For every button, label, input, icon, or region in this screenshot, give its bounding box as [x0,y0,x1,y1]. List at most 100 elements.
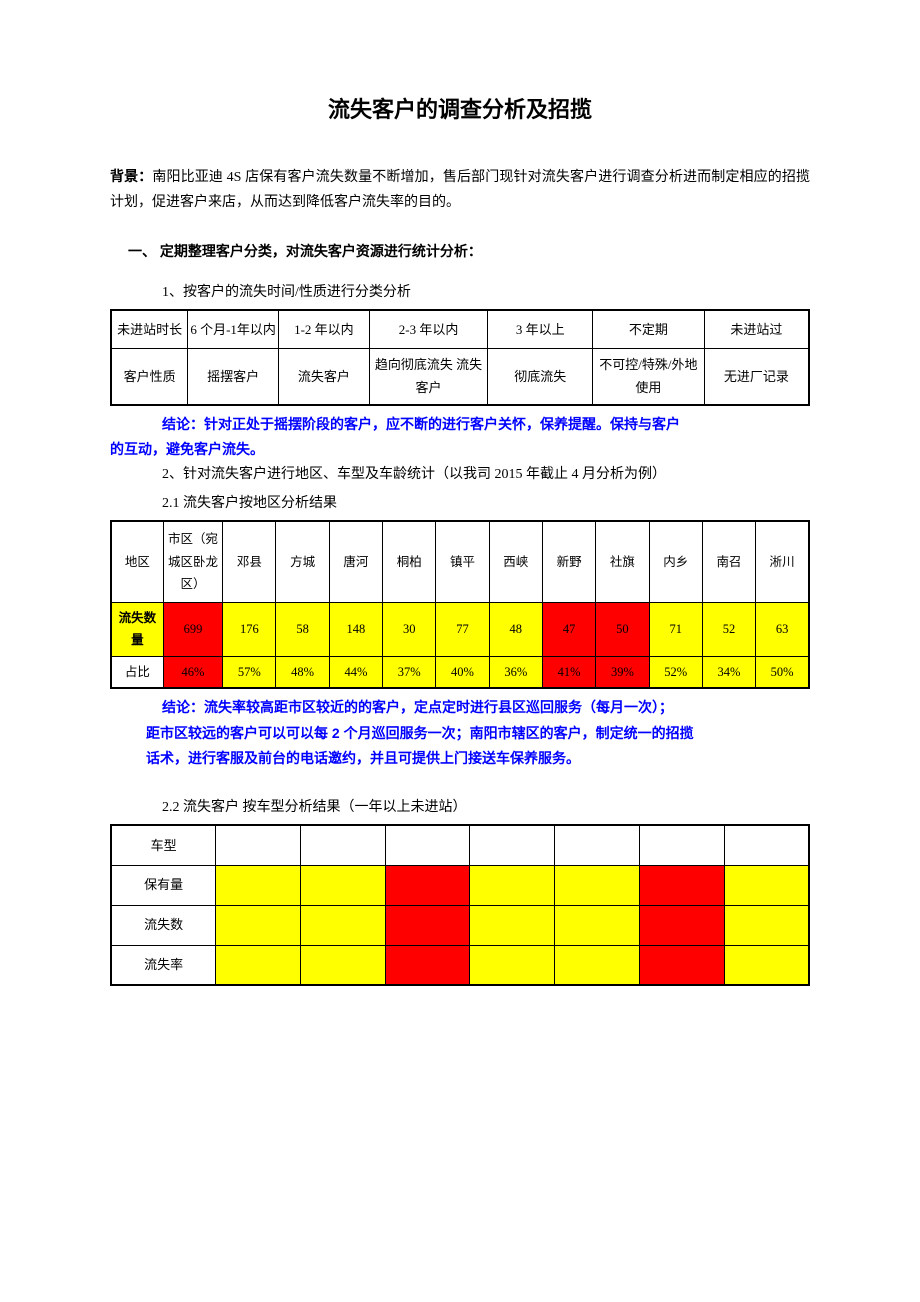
table-row: 流失率 [111,945,809,985]
cell: 方城 [276,521,329,602]
cell: 71 [649,602,702,656]
cell: 流失客户 [279,348,370,404]
cell: 36% [489,656,542,688]
cell: 52 [702,602,755,656]
cell: 客户性质 [111,348,188,404]
table-row: 车型 [111,825,809,865]
cell: 52% [649,656,702,688]
cell: 48% [276,656,329,688]
cell: 63 [756,602,809,656]
table-row: 客户性质 摇摆客户 流失客户 趋向彻底流失 流失客户 彻底流失 不可控/特殊/外… [111,348,809,404]
cell: 不可控/特殊/外地使用 [593,348,705,404]
cell: 流失数 [111,905,216,945]
cell [216,825,301,865]
cell: 地区 [111,521,163,602]
cell [555,945,640,985]
cell [385,945,470,985]
cell [300,865,385,905]
cell: 淅川 [756,521,809,602]
cell [216,945,301,985]
cell: 流失数量 [111,602,163,656]
cell: 46% [163,656,222,688]
cell: 176 [223,602,276,656]
cell [300,825,385,865]
cell [470,945,555,985]
cell [724,825,809,865]
table-row: 占比 46%57%48%44%37%40%36%41%39%52%34%50% [111,656,809,688]
cell: 彻底流失 [488,348,593,404]
conclusion-1-line-a: 结论：针对正处于摇摆阶段的客户，应不断的进行客户关怀，保养提醒。保持与客户 [162,412,810,437]
table-row: 未进站时长 6 个月-1年以内 1-2 年以内 2-3 年以内 3 年以上 不定… [111,310,809,348]
cell: 30 [383,602,436,656]
cell: 39% [596,656,649,688]
cell: 镇平 [436,521,489,602]
cell [724,865,809,905]
cell: 58 [276,602,329,656]
cell [724,945,809,985]
cell [300,945,385,985]
conclusion-1-line-b: 的互动，避免客户流失。 [110,437,810,462]
cell: 1-2 年以内 [279,310,370,348]
subsection-1-2-2: 2.2 流失客户 按车型分析结果（一年以上未进站） [162,795,810,820]
cell [724,905,809,945]
subsection-1-1: 1、按客户的流失时间/性质进行分类分析 [162,280,810,305]
background-text: 南阳比亚迪 4S 店保有客户流失数量不断增加，售后部门现针对流失客户进行调查分析… [110,170,810,210]
cell [639,825,724,865]
cell: 摇摆客户 [188,348,279,404]
table-row: 保有量 [111,865,809,905]
cell: 699 [163,602,222,656]
subsection-1-2: 2、针对流失客户进行地区、车型及车龄统计（以我司 2015 年截止 4 月分析为… [162,462,810,487]
cell: 50 [596,602,649,656]
cell: 6 个月-1年以内 [188,310,279,348]
conclusion-2-line-a: 结论：流失率较高距市区较近的的客户，定点定时进行县区巡回服务（每月一次）； [162,695,810,720]
cell: 47 [542,602,595,656]
cell: 148 [329,602,382,656]
cell [555,905,640,945]
table-row: 地区 市区（宛城区卧龙区） 邓县 方城 唐河 桐柏 镇平 西峡 新野 社旗 内乡… [111,521,809,602]
cell [385,865,470,905]
cell: 唐河 [329,521,382,602]
cell [216,865,301,905]
cell: 趋向彻底流失 流失客户 [369,348,488,404]
cell: 社旗 [596,521,649,602]
cell: 37% [383,656,436,688]
cell: 41% [542,656,595,688]
table-row: 流失数量 699176581483077484750715263 [111,602,809,656]
cell: 50% [756,656,809,688]
cell [385,825,470,865]
cell: 不定期 [593,310,705,348]
cell: 新野 [542,521,595,602]
cell [470,905,555,945]
subsection-1-2-1: 2.1 流失客户按地区分析结果 [162,491,810,516]
cell: 未进站过 [704,310,809,348]
cell: 桐柏 [383,521,436,602]
cell [300,905,385,945]
section-1-heading: 一、 定期整理客户分类，对流失客户资源进行统计分析： [128,239,810,264]
cell: 57% [223,656,276,688]
background-label: 背景： [110,168,152,184]
cell: 邓县 [223,521,276,602]
cell [639,905,724,945]
cell: 3 年以上 [488,310,593,348]
cell: 保有量 [111,865,216,905]
cell [555,825,640,865]
page-title: 流失客户的调查分析及招揽 [110,90,810,130]
table-1-duration-nature: 未进站时长 6 个月-1年以内 1-2 年以内 2-3 年以内 3 年以上 不定… [110,309,810,405]
cell [216,905,301,945]
background-paragraph: 背景：南阳比亚迪 4S 店保有客户流失数量不断增加，售后部门现针对流失客户进行调… [110,164,810,215]
cell [639,945,724,985]
conclusion-2-line-c: 话术，进行客服及前台的电话邀约，并且可提供上门接送车保养服务。 [146,746,810,771]
cell: 77 [436,602,489,656]
cell: 西峡 [489,521,542,602]
cell: 34% [702,656,755,688]
cell: 未进站时长 [111,310,188,348]
cell [470,865,555,905]
conclusion-2-line-b: 距市区较远的客户可以可以每 2 个月巡回服务一次；南阳市辖区的客户，制定统一的招… [146,721,810,746]
cell: 车型 [111,825,216,865]
table-2-region: 地区 市区（宛城区卧龙区） 邓县 方城 唐河 桐柏 镇平 西峡 新野 社旗 内乡… [110,520,810,689]
cell: 流失率 [111,945,216,985]
cell: 占比 [111,656,163,688]
cell [639,865,724,905]
cell [385,905,470,945]
cell: 48 [489,602,542,656]
